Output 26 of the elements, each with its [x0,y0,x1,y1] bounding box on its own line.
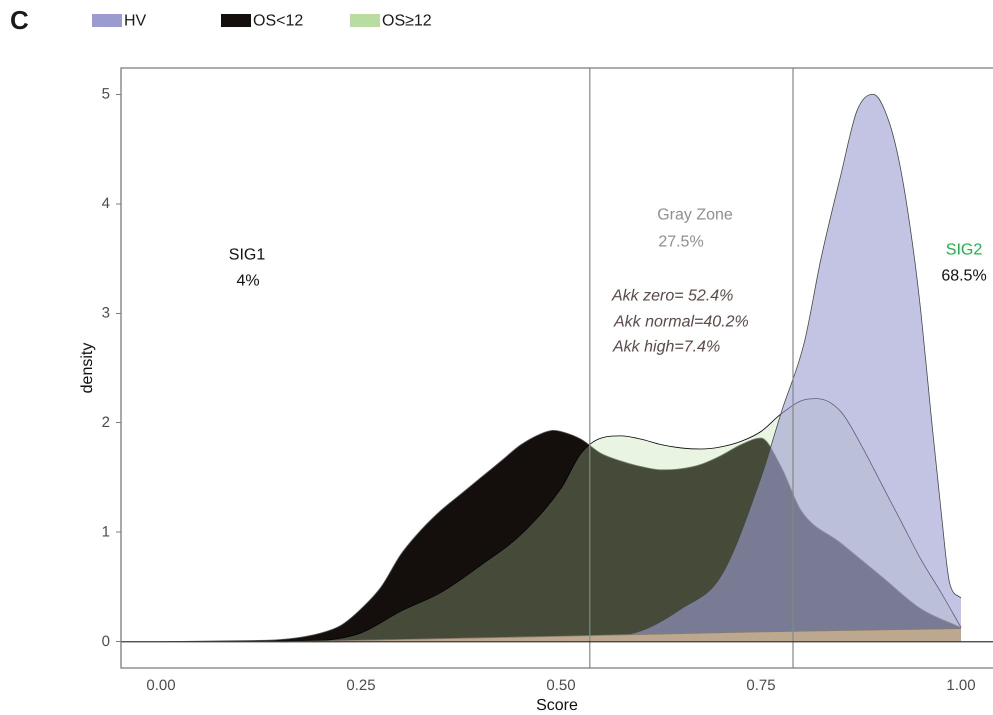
annotation: 68.5% [941,267,987,284]
x-tick-label: 0.00 [146,677,176,694]
x-axis-title: Score [536,696,578,714]
annotation: 27.5% [658,233,704,250]
y-tick-label: 5 [102,85,110,102]
x-tick-label: 1.00 [946,677,976,694]
y-tick-label: 4 [102,194,110,212]
annotation: Akk zero= 52.4% [611,287,734,304]
x-tick-label: 0.75 [746,677,776,694]
annotation: Akk normal=40.2% [613,313,749,330]
y-tick-label: 2 [102,414,110,431]
legend-label: OS<12 [253,12,304,30]
x-tick-label: 0.50 [546,677,576,694]
y-tick-label: 3 [102,304,110,322]
legend-label: OS≥12 [382,12,432,30]
annotation: SIG1 [228,246,266,264]
annotation: Gray Zone [657,206,733,224]
annotation: SIG2 [946,241,982,258]
y-tick-label: 0 [102,632,110,650]
annotation: 4% [236,272,260,290]
x-tick-label: 0.25 [346,677,376,694]
legend-label: HV [124,12,147,30]
y-tick-label: 1 [102,523,110,540]
y-axis-title: density [79,342,96,394]
text: C [10,5,29,36]
annotation: Akk high=7.4% [612,338,720,356]
